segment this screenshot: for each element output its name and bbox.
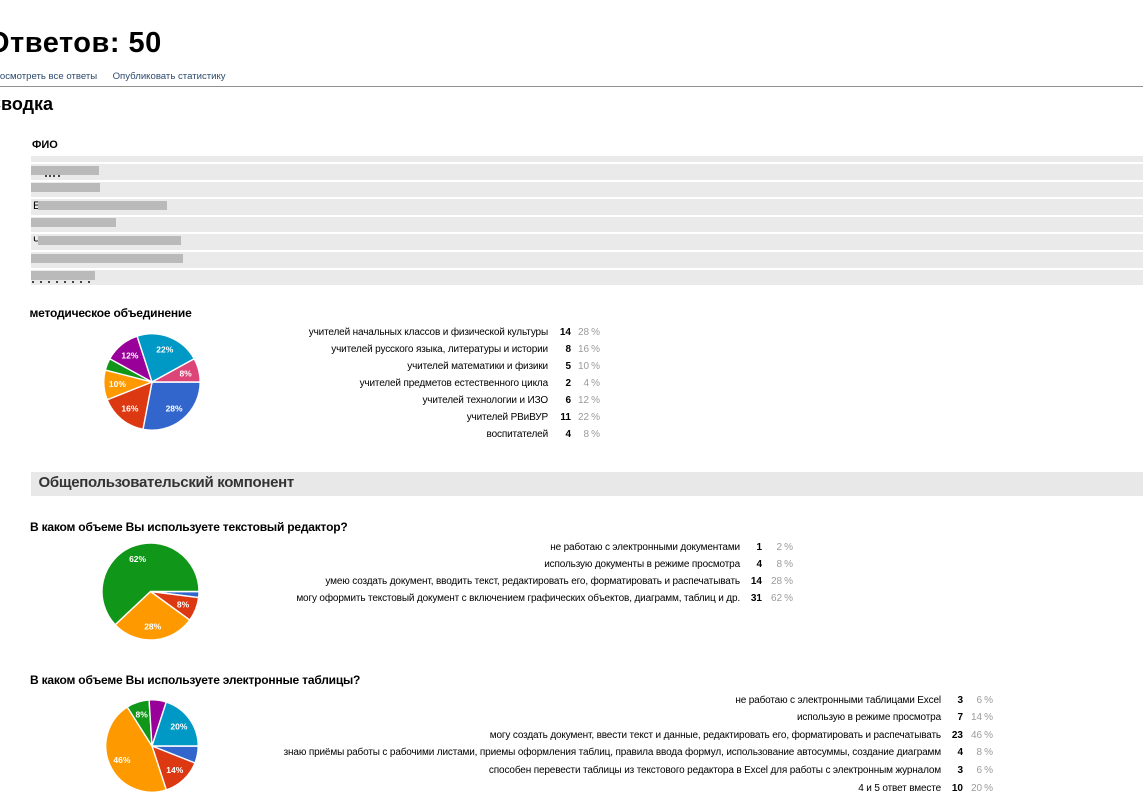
- svg-text:12%: 12%: [121, 350, 138, 360]
- svg-text:8%: 8%: [179, 368, 192, 378]
- svg-text:14%: 14%: [166, 765, 183, 775]
- svg-text:62%: 62%: [129, 554, 146, 564]
- svg-text:16%: 16%: [121, 403, 138, 413]
- svg-text:8%: 8%: [135, 709, 148, 719]
- svg-text:28%: 28%: [144, 621, 161, 631]
- svg-text:46%: 46%: [113, 755, 130, 765]
- svg-text:10%: 10%: [108, 379, 125, 389]
- svg-text:22%: 22%: [156, 344, 173, 354]
- svg-text:8%: 8%: [176, 599, 189, 609]
- svg-text:28%: 28%: [165, 403, 182, 413]
- svg-text:20%: 20%: [170, 721, 187, 731]
